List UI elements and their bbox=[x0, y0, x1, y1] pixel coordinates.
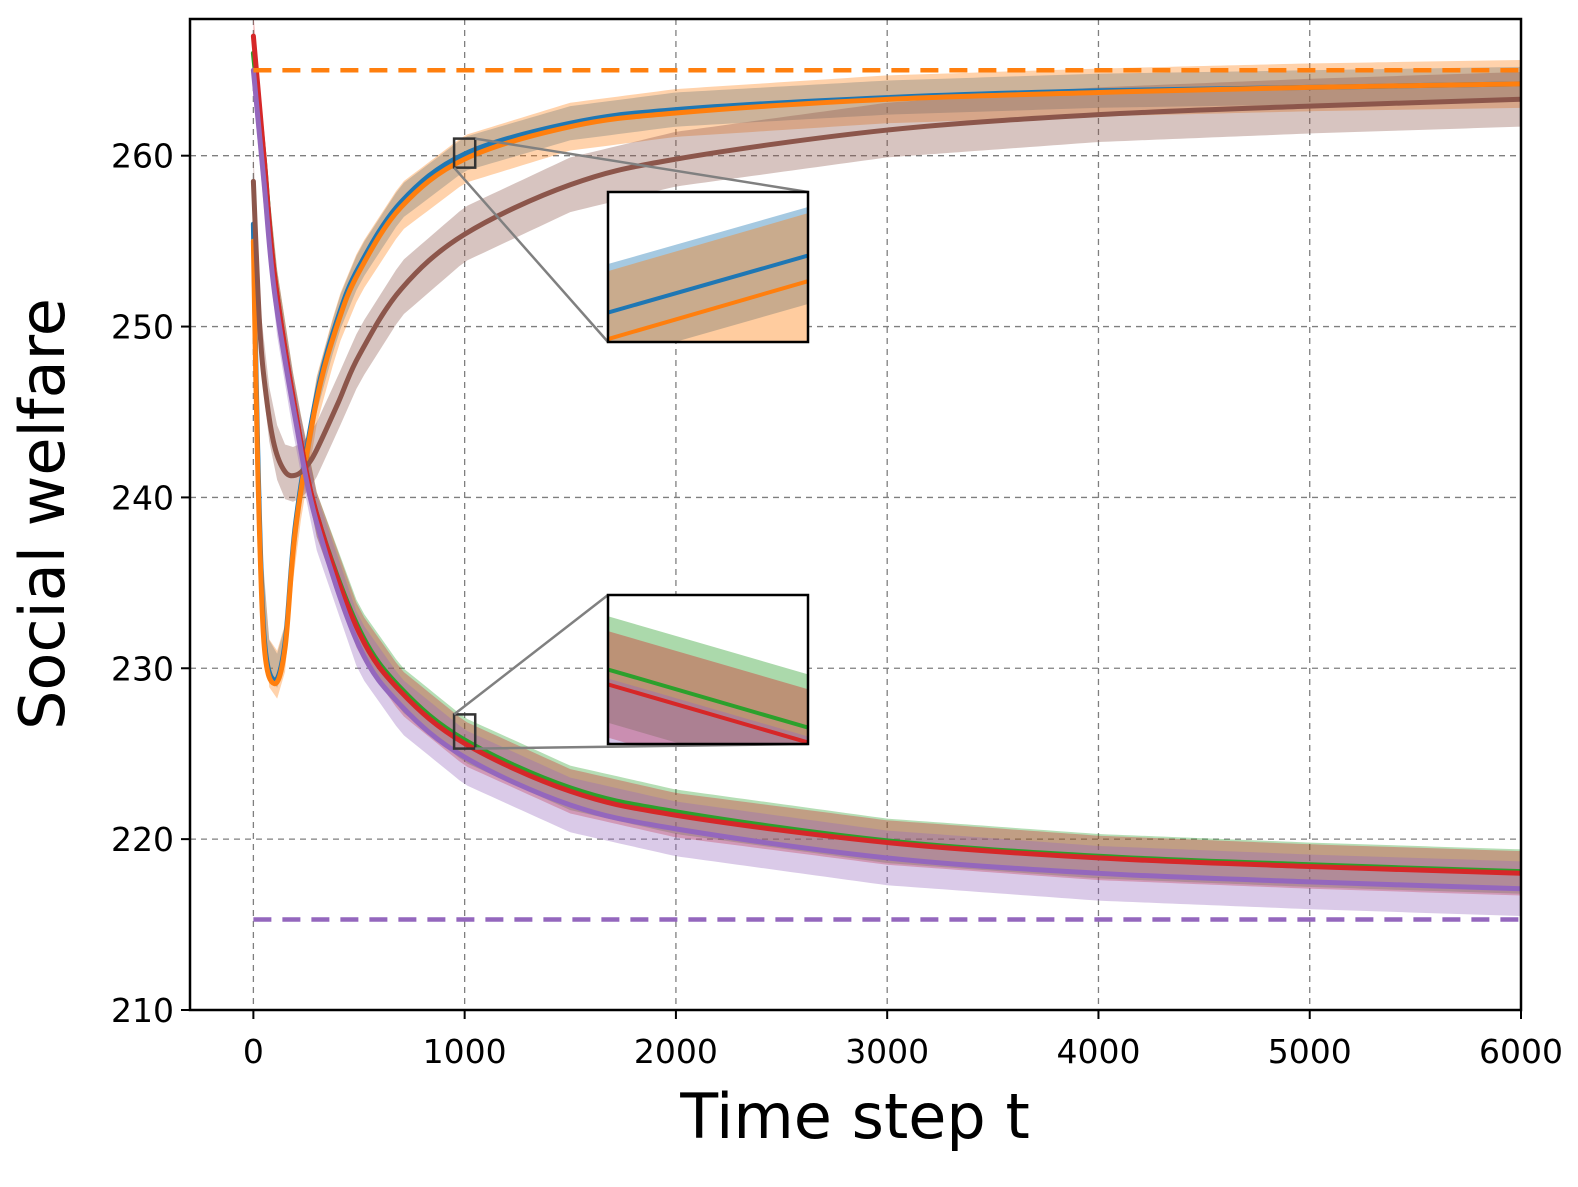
y-tick-label: 240 bbox=[111, 478, 174, 517]
x-axis-ticks: 0 1000 2000 3000 4000 5000 6000 bbox=[243, 1010, 1563, 1071]
x-tick-label: 5000 bbox=[1268, 1032, 1352, 1071]
y-tick-label: 260 bbox=[111, 137, 174, 176]
x-tick-label: 4000 bbox=[1056, 1032, 1140, 1071]
x-tick-label: 1000 bbox=[423, 1032, 507, 1071]
inset-series bbox=[608, 616, 808, 744]
zoom-source-box bbox=[452, 137, 477, 169]
plot-frame bbox=[188, 17, 1523, 1012]
series-line bbox=[608, 682, 808, 744]
x-axis-title: Time step t bbox=[679, 1080, 1030, 1153]
series-line bbox=[250, 67, 1521, 892]
zoom-insets bbox=[452, 137, 810, 750]
x-tick-label: 3000 bbox=[845, 1032, 929, 1071]
series-line bbox=[250, 96, 1521, 479]
y-axis-title: Social welfare bbox=[6, 298, 79, 730]
zoom-source-box bbox=[452, 713, 477, 750]
x-tick-label: 2000 bbox=[634, 1032, 718, 1071]
y-tick-label: 210 bbox=[111, 991, 174, 1030]
inset-frame bbox=[606, 593, 810, 746]
inset-series bbox=[608, 207, 808, 342]
confidence-band bbox=[608, 207, 808, 342]
series-line bbox=[608, 253, 808, 315]
zoom-inset bbox=[608, 595, 808, 744]
series-line bbox=[608, 667, 808, 730]
y-tick-label: 220 bbox=[111, 820, 174, 859]
zoom-inset bbox=[608, 192, 808, 342]
x-tick-label: 6000 bbox=[1479, 1032, 1563, 1071]
confidence-band bbox=[608, 631, 808, 744]
y-tick-label: 230 bbox=[111, 649, 174, 688]
inset-frame bbox=[606, 190, 810, 344]
confidence-band bbox=[608, 213, 808, 342]
zoom-connector-line bbox=[475, 137, 809, 194]
y-tick-label: 250 bbox=[111, 308, 174, 347]
x-tick-label: 0 bbox=[243, 1032, 264, 1071]
grid-lines bbox=[190, 19, 1522, 1010]
zoom-connector-line bbox=[453, 166, 609, 343]
y-axis-ticks: 210 220 230 240 250 260 bbox=[111, 137, 190, 1030]
zoom-connector-line bbox=[453, 594, 609, 716]
series-line bbox=[250, 81, 1521, 687]
series-line bbox=[608, 279, 808, 341]
data-layer bbox=[250, 19, 1521, 922]
confidence-band bbox=[253, 71, 1521, 502]
